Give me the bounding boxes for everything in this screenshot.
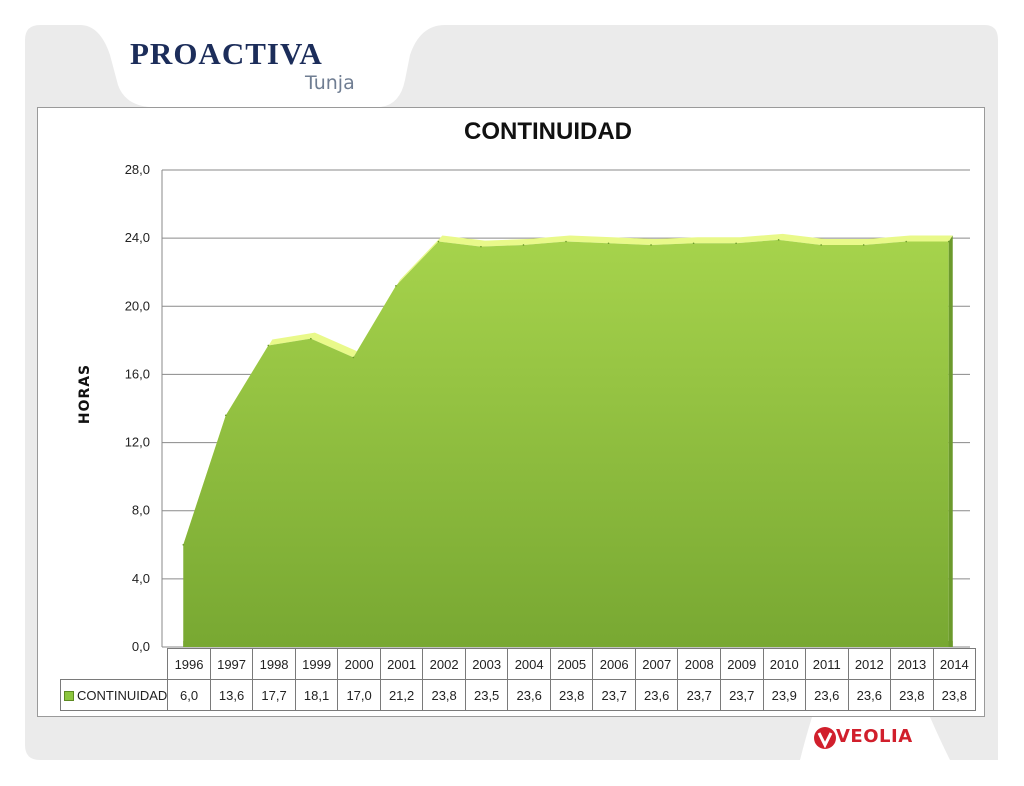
data-label: 23,7 <box>592 679 636 711</box>
data-label: 23,6 <box>507 679 551 711</box>
data-point <box>352 356 355 359</box>
data-point <box>735 242 737 245</box>
y-tick-label: 4,0 <box>132 571 150 586</box>
y-tick-label: 16,0 <box>125 366 150 381</box>
data-label: 21,2 <box>379 679 424 711</box>
data-label: 23,6 <box>634 679 679 711</box>
x-tick-label: 2011 <box>805 648 849 680</box>
data-point <box>565 240 567 243</box>
value-row: CONTINUIDAD 6,0 13,6 17,7 18,1 17,0 21,2 23,8 23… <box>59 679 977 711</box>
y-tick-label: 12,0 <box>125 435 150 450</box>
x-tick-label: 2001 <box>379 648 424 680</box>
y-tick-label: 0,0 <box>132 639 150 654</box>
data-point <box>182 543 185 546</box>
data-label: 23,6 <box>805 679 849 711</box>
area-series-continuidad <box>183 239 949 647</box>
data-label: 23,8 <box>549 679 594 711</box>
x-tick-label: 2005 <box>549 648 594 680</box>
x-tick-label: 1996 <box>167 648 211 680</box>
y-tick-label: 20,0 <box>125 298 150 313</box>
area-side-face <box>948 235 953 648</box>
data-label: 23,9 <box>762 679 807 711</box>
data-point <box>692 242 695 245</box>
data-point <box>437 240 440 243</box>
x-tick-label: 2007 <box>634 648 679 680</box>
data-label: 18,1 <box>294 679 339 711</box>
x-tick-label: 2008 <box>677 648 721 680</box>
data-point <box>650 244 652 246</box>
legend-entry: CONTINUIDAD <box>59 679 169 711</box>
proactiva-logo-subtitle: Tunja <box>305 72 355 94</box>
category-row: 1996 1997 1998 1999 2000 2001 2002 2003 2004 2005… <box>61 648 977 680</box>
data-label: 23,8 <box>890 679 934 711</box>
data-point <box>905 240 908 243</box>
veolia-logo-icon <box>814 727 836 749</box>
data-point <box>522 244 525 246</box>
data-point <box>395 285 397 287</box>
data-label: 23,5 <box>464 679 509 711</box>
y-tick-label: 28,0 <box>125 162 150 177</box>
right-band <box>985 107 998 719</box>
x-tick-label: 2010 <box>762 648 807 680</box>
data-point <box>820 244 822 246</box>
x-tick-label: 1997 <box>209 648 254 680</box>
data-label: 17,0 <box>337 679 381 711</box>
x-tick-label: 2013 <box>890 648 934 680</box>
x-tick-label: 2002 <box>422 648 466 680</box>
proactiva-logo: PROACTIVA <box>130 36 323 71</box>
x-tick-label: 2012 <box>847 648 892 680</box>
data-table: 1996 1997 1998 1999 2000 2001 2002 2003 2004 2005… <box>59 648 977 711</box>
data-point <box>862 244 865 246</box>
data-label: 6,0 <box>167 679 211 711</box>
data-point <box>480 245 482 248</box>
data-point <box>777 239 780 241</box>
data-label: 23,7 <box>677 679 721 711</box>
data-point <box>607 242 610 245</box>
data-label: 23,8 <box>422 679 466 711</box>
data-label: 23,6 <box>847 679 892 711</box>
data-label: 13,6 <box>209 679 254 711</box>
x-tick-label: 2000 <box>337 648 381 680</box>
y-tick-labels: 0,0 4,0 8,0 12,0 16,0 20,0 24,0 28,0 <box>125 162 150 654</box>
x-tick-label: 2006 <box>592 648 636 680</box>
x-tick-label: 1999 <box>294 648 339 680</box>
data-point <box>947 240 950 243</box>
y-tick-label: 24,0 <box>125 230 150 245</box>
data-point <box>267 344 270 347</box>
footer-band <box>25 717 998 760</box>
left-band <box>25 107 37 719</box>
chart-title: CONTINUIDAD <box>464 118 632 145</box>
data-point <box>224 414 227 417</box>
legend-label: CONTINUIDAD <box>77 687 168 703</box>
data-label: 23,7 <box>719 679 764 711</box>
area-series <box>182 233 953 648</box>
x-tick-label: 2009 <box>719 648 764 680</box>
table-corner <box>61 649 168 680</box>
x-tick-label: 1998 <box>252 648 296 680</box>
header-band <box>25 25 998 107</box>
data-label: 23,8 <box>932 679 977 711</box>
legend-key-icon <box>64 691 74 702</box>
data-point <box>310 337 312 340</box>
x-tick-label: 2004 <box>507 648 551 680</box>
veolia-logo-text: VEOLIA <box>836 726 913 747</box>
x-tick-label: 2014 <box>932 648 977 680</box>
x-tick-label: 2003 <box>464 648 509 680</box>
data-label: 17,7 <box>252 679 296 711</box>
y-tick-label: 8,0 <box>132 503 150 518</box>
